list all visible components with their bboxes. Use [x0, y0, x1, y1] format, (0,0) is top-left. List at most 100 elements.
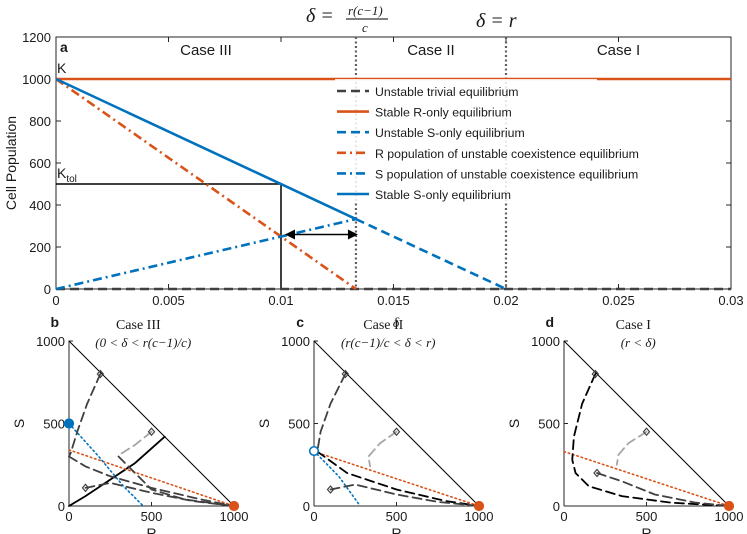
legend-entry: Stable R-only equilibrium	[375, 106, 512, 120]
x-tick-label: 0.02	[493, 293, 518, 308]
x-tick-label: 0	[52, 293, 59, 308]
panel-label: d	[545, 314, 554, 330]
panel-label: b	[50, 314, 59, 330]
trajectory	[571, 373, 730, 507]
trajectory	[313, 340, 480, 507]
x-tick-label: 500	[636, 509, 658, 524]
start-marker	[341, 369, 350, 379]
y-tick-label: 0	[553, 499, 560, 514]
y-tick-label: 600	[29, 156, 51, 171]
x-tick-label: 0.015	[377, 293, 410, 308]
y-tick-label: 1200	[22, 30, 51, 45]
annotation-ktol-sub: tol	[66, 174, 77, 185]
panel-c: 0 500 1000 0 500 1000 R Sc Case II (r(c−1)/c < δ …	[256, 314, 493, 534]
y-tick-label: 500	[538, 417, 560, 432]
equilibrium-point	[228, 500, 240, 512]
trajectory	[329, 483, 480, 507]
annotation-ktol: Ktol	[57, 165, 77, 185]
start-marker	[642, 427, 651, 437]
y-tick-label: 1000	[22, 72, 51, 87]
trajectory	[316, 373, 347, 453]
trajectory	[117, 455, 235, 507]
x-tick-label: 0	[310, 509, 317, 524]
y-tick-label: 0	[44, 282, 51, 297]
legend-entry: Stable S-only equilibrium	[375, 188, 511, 202]
case-condition: (0 < δ < r(c−1)/c)	[95, 335, 191, 350]
legend-background	[335, 79, 597, 203]
x-tick-label: 0.025	[602, 293, 635, 308]
panel-a: a 0 0.005 0.01 0.015 0.02 0.025 0.03 0 200 400 600 8…	[3, 30, 744, 331]
x-tick-label: 1000	[715, 509, 744, 524]
equilibrium-point	[308, 445, 320, 457]
start-marker	[96, 369, 105, 379]
series-line	[55, 77, 357, 221]
y-axis-label: S	[256, 419, 272, 428]
x-axis-label: R	[146, 525, 156, 534]
case-condition: (r(c−1)/c < δ < r)	[341, 335, 435, 350]
arrow-head-right	[347, 229, 358, 240]
trajectory	[68, 449, 235, 507]
y-tick-label: 400	[29, 198, 51, 213]
trajectory	[367, 430, 398, 468]
legend-entry: Unstable S-only equilibrium	[375, 126, 525, 140]
trajectory	[563, 450, 730, 507]
legend: Unstable trivial equilibrium Stable R-onl…	[335, 79, 639, 203]
start-marker	[591, 369, 600, 379]
legend-entry: R population of unstable coexistence equ…	[375, 147, 639, 161]
case-title: Case III	[116, 318, 161, 333]
x-tick-label: 500	[386, 509, 408, 524]
y-tick-label: 1000	[281, 334, 310, 349]
equilibrium-point	[63, 418, 75, 429]
y-tick-label: 1000	[531, 334, 560, 349]
case-condition: (r < δ)	[621, 335, 656, 350]
y-tick-label: 200	[29, 240, 51, 255]
y-axis-label: S	[506, 419, 522, 428]
trajectory	[68, 422, 145, 507]
y-tick-label: 800	[29, 114, 51, 129]
annotation-k: K	[57, 60, 67, 76]
y-tick-label: 500	[288, 417, 310, 432]
y-axis-label: S	[11, 419, 27, 428]
case-title: Case II	[363, 318, 403, 333]
panel-label: c	[296, 314, 304, 330]
start-marker	[81, 483, 90, 493]
y-tick-label: 0	[58, 499, 65, 514]
series-line	[55, 217, 357, 291]
y-tick-label: 1000	[36, 334, 65, 349]
x-tick-label: 0	[65, 509, 72, 524]
trajectory	[68, 340, 235, 507]
series-line	[355, 217, 507, 291]
y-axis-label: Cell Population	[3, 116, 19, 210]
y-tick-label: 0	[303, 499, 310, 514]
start-marker	[593, 468, 601, 478]
x-tick-label: 0.01	[268, 293, 293, 308]
trajectory	[68, 435, 166, 507]
trajectory	[316, 450, 480, 507]
x-tick-label: 0.005	[152, 293, 185, 308]
panel-label: a	[60, 39, 68, 55]
region-label: Case III	[180, 42, 232, 59]
trajectory	[68, 373, 102, 458]
series-line	[55, 77, 357, 291]
panel-d: 0 500 1000 0 500 1000 R Sd Case I (r < δ)	[506, 314, 743, 534]
trajectory	[596, 472, 730, 507]
start-marker	[147, 427, 156, 437]
trajectory	[615, 430, 648, 466]
case-title: Case I	[616, 318, 652, 333]
panel-b: 0 500 1000 0 500 1000 R Sb Case III (0 < δ < r(c−…	[11, 314, 248, 534]
x-tick-label: 1000	[465, 509, 494, 524]
x-tick-label: 0.03	[718, 293, 743, 308]
legend-entry: S population of unstable coexistence equ…	[375, 167, 638, 181]
trajectory	[563, 340, 730, 507]
delta-r-label: δ = r	[476, 10, 517, 32]
arrow-head-left	[285, 229, 295, 240]
y-tick-label: 500	[43, 417, 65, 432]
legend-entry: Unstable trivial equilibrium	[375, 85, 519, 99]
trajectory	[84, 481, 235, 507]
trajectory	[117, 430, 153, 458]
trajectory	[313, 450, 362, 507]
start-marker	[392, 427, 401, 437]
trajectory	[68, 455, 235, 507]
trajectory	[313, 450, 480, 507]
